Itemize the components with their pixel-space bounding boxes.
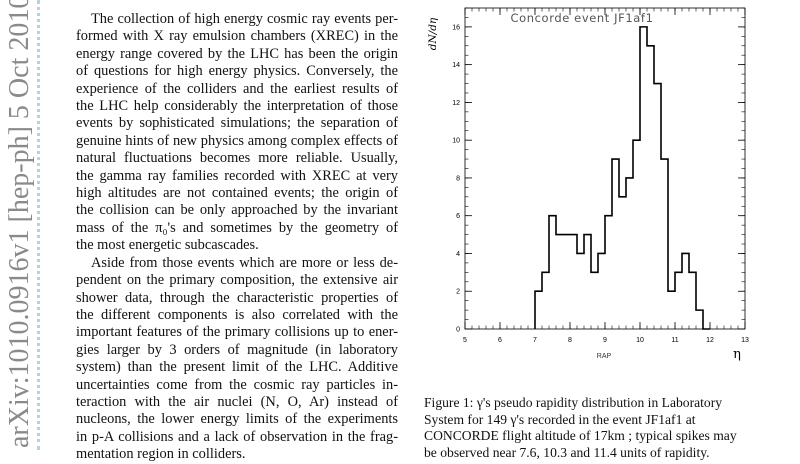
paragraph-2-line: system) than the present limit of the LH… xyxy=(76,359,398,376)
paragraph-1-line: events by sophisticated simulations; the… xyxy=(76,115,398,132)
paragraph-1-line: of questions for high energy physics. Co… xyxy=(76,63,398,80)
x-tick-label: 11 xyxy=(671,337,678,344)
x-tick-label: 6 xyxy=(498,337,502,344)
paragraph-1-line: the gamma ray families recorded with XRE… xyxy=(76,167,398,184)
paragraph-2: Aside from those events which are more o… xyxy=(61,255,398,464)
figure-1: 5 6 7 8 9 10 11 12 13 0 2 4 6 8 10 12 14 16 Concorde event… xyxy=(424,0,800,386)
paragraph-2-line: mentation region in colliders. xyxy=(76,446,246,463)
y-axis-label: dN/dη xyxy=(427,17,439,50)
caption-line: CONCORDE flight altitude of 17km ; typic… xyxy=(424,428,737,444)
paragraph-2-line: pendent on the primary composition, the … xyxy=(76,272,398,289)
figure-caption: Figure 1: γ's pseudo rapidity distributi… xyxy=(424,395,774,461)
paragraph-2-line: nucleons, the lower energy limits of the… xyxy=(76,411,398,428)
x-tick-label: 10 xyxy=(636,337,644,344)
histogram-outline xyxy=(534,26,710,330)
paragraph-2-line: the different components is also correla… xyxy=(76,306,398,323)
paragraph-2-line: shower data, through the characteristic … xyxy=(76,289,398,306)
paragraph-1-line: natural fluctuations becomes more reliab… xyxy=(76,150,398,167)
y-tick-label: 16 xyxy=(452,24,460,31)
paragraph-2-line: uncertainties come from the cosmic ray p… xyxy=(76,376,398,393)
body-text-column: The collection of high energy cosmic ray… xyxy=(61,11,398,464)
y-tick-label: 12 xyxy=(452,100,460,107)
y-tick-label: 10 xyxy=(452,138,460,145)
x-tick-label: 9 xyxy=(603,337,607,344)
paragraph-1-line: genuine hints of new physics among compl… xyxy=(76,132,398,149)
x-tick-label: 7 xyxy=(533,337,537,344)
y-tick-label: 2 xyxy=(456,289,460,296)
x-tick-label: 8 xyxy=(568,337,572,344)
chart-title: Concorde event JF1af1 xyxy=(510,11,653,25)
paragraph-2-line: in p-A collisions and a lack of observat… xyxy=(76,428,398,445)
x-axis-label: RAP xyxy=(597,353,612,360)
y-tick-label: 4 xyxy=(456,251,460,258)
paragraph-1-line: energy range covered by the LHC has been… xyxy=(76,45,398,62)
arxiv-stamp: arXiv:1010.0916v1 [hep-ph] 5 Oct 2010 xyxy=(0,0,42,450)
paragraph-1-line: the LHC help considerably the interpreta… xyxy=(76,98,398,115)
paragraph-2-line: important features of the primary collis… xyxy=(76,324,398,341)
paragraph-2-line: Aside from those events which are more o… xyxy=(91,254,398,271)
paragraph-1-line: formed with X ray emulsion chambers (XRE… xyxy=(76,28,398,45)
plot-frame xyxy=(464,7,746,330)
paragraph-1-line: high altitudes are not contained events;… xyxy=(76,185,398,202)
y-tick-label: 8 xyxy=(456,175,460,182)
x-tick-label: 5 xyxy=(463,337,467,344)
y-tick-label: 0 xyxy=(456,327,460,334)
x-tick-label: 13 xyxy=(741,337,749,344)
paragraph-1: The collection of high energy cosmic ray… xyxy=(61,11,398,255)
paragraph-1-line: experience of the colliders and the earl… xyxy=(76,80,398,97)
caption-line: Figure 1: γ's pseudo rapidity distributi… xyxy=(424,395,723,410)
paragraph-1-line: mass of the π₀'s and sometimes by the ge… xyxy=(76,219,398,236)
x-tick-label: 12 xyxy=(706,337,714,344)
y-tick-label: 14 xyxy=(452,62,460,69)
paragraph-1-line: The collection of high energy cosmic ray… xyxy=(91,11,398,27)
caption-line: System for 149 γ's recorded in the event… xyxy=(424,411,696,427)
arxiv-identifier: arXiv:1010.0916v1 [hep-ph] 5 Oct 2010 xyxy=(4,0,35,448)
rapidity-histogram: 5 6 7 8 9 10 11 12 13 0 2 4 6 8 10 12 14 16 Concorde event… xyxy=(427,7,749,362)
paragraph-2-line: teraction with the air nuclei (N, O, Ar)… xyxy=(76,393,398,410)
paragraph-1-line: the collision can be only approached by … xyxy=(76,202,398,219)
y-tick-label: 6 xyxy=(456,213,460,220)
stamp-dotted-line xyxy=(37,0,40,450)
x-axis-symbol: η xyxy=(733,347,741,362)
paragraph-1-line: the most energetic subcascades. xyxy=(76,237,259,254)
caption-line: be observed near 7.6, 10.3 and 11.4 unit… xyxy=(424,444,710,460)
paragraph-2-line: gies larger by 3 orders of magnitude (in… xyxy=(76,341,398,358)
